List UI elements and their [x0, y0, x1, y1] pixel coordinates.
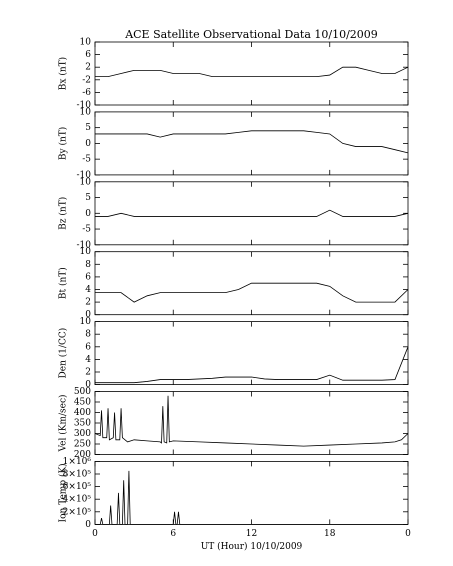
y-tick-label: 6 [85, 50, 91, 60]
x-tick-label: 0 [92, 529, 98, 539]
y-axis-label: Ion Temp (K) [58, 463, 69, 522]
y-tick-label: 2 [85, 63, 91, 73]
y-tick-label: -5 [82, 225, 91, 235]
data-line [95, 346, 409, 384]
y-axis-label: Den (1/CC) [58, 328, 69, 379]
y-axis-label: By (nT) [58, 127, 69, 160]
data-line [95, 282, 409, 303]
y-tick-label: 2 [85, 368, 91, 378]
y-tick-label: 2 [85, 298, 91, 308]
y-tick-label: 6 [85, 342, 91, 352]
y-tick-label: 4×10⁵ [63, 495, 92, 505]
y-tick-label: -2 [82, 75, 91, 85]
y-tick-label: 10 [80, 107, 92, 117]
y-tick-label: -10 [77, 170, 92, 180]
y-tick-label: 2×10⁵ [63, 507, 92, 517]
x-tick-label: 6 [170, 529, 176, 539]
y-tick-label: 0 [85, 310, 91, 320]
y-tick-label: 8 [85, 260, 91, 270]
y-tick-label: 350 [74, 419, 91, 429]
y-tick-label: -10 [77, 240, 92, 250]
plot-frame [94, 41, 409, 106]
y-tick-label: -6 [82, 88, 91, 98]
y-tick-label: 0 [85, 209, 91, 219]
y-tick-label: -10 [77, 101, 92, 111]
y-tick-label: 5 [85, 123, 91, 133]
plot-frame [94, 321, 409, 386]
y-tick-label: 6 [85, 272, 91, 282]
y-tick-label: 10 [80, 177, 92, 187]
x-axis-label: UT (Hour) 10/10/2009 [201, 541, 303, 552]
y-axis-label: Bx (nT) [58, 57, 69, 90]
data-line [94, 395, 409, 447]
plot-frame [94, 111, 409, 176]
y-tick-label: 4 [85, 355, 91, 365]
y-tick-label: 0 [85, 139, 91, 149]
y-tick-label: 450 [74, 398, 91, 408]
y-tick-label: 200 [74, 450, 91, 460]
y-tick-label: 0 [85, 520, 91, 530]
y-tick-label: 10 [80, 38, 92, 48]
plot-frame [94, 460, 409, 525]
data-line [95, 130, 409, 154]
y-tick-label: 6×10⁵ [63, 482, 92, 492]
y-tick-label: 10 [80, 247, 92, 257]
y-tick-label: 10 [80, 317, 92, 327]
y-tick-label: 5 [85, 193, 91, 203]
x-tick-label: 12 [246, 529, 257, 539]
y-tick-label: 0 [85, 380, 91, 390]
plot-frame [94, 181, 409, 246]
y-tick-label: 4 [85, 285, 91, 295]
y-tick-label: 500 [74, 387, 91, 397]
chart-title: ACE Satellite Observational Data 10/10/2… [124, 28, 378, 41]
x-tick-label: 0 [405, 529, 411, 539]
data-line [95, 209, 409, 217]
y-tick-label: 1×10⁶ [63, 457, 92, 467]
y-tick-label: 300 [74, 429, 91, 439]
x-tick-label: 18 [324, 529, 336, 539]
data-line [95, 470, 408, 525]
y-axis-label: Bt (nT) [58, 267, 69, 299]
y-tick-label: 250 [74, 440, 91, 450]
y-axis-label: Bz (nT) [58, 197, 69, 230]
y-tick-label: 400 [74, 408, 91, 418]
y-axis-label: Vel (Km/sec) [58, 394, 69, 452]
plot-frame [94, 391, 409, 455]
y-tick-label: 8 [85, 330, 91, 340]
y-tick-label: 8×10⁵ [63, 470, 92, 480]
y-tick-label: -5 [82, 155, 91, 165]
data-line [95, 66, 409, 78]
